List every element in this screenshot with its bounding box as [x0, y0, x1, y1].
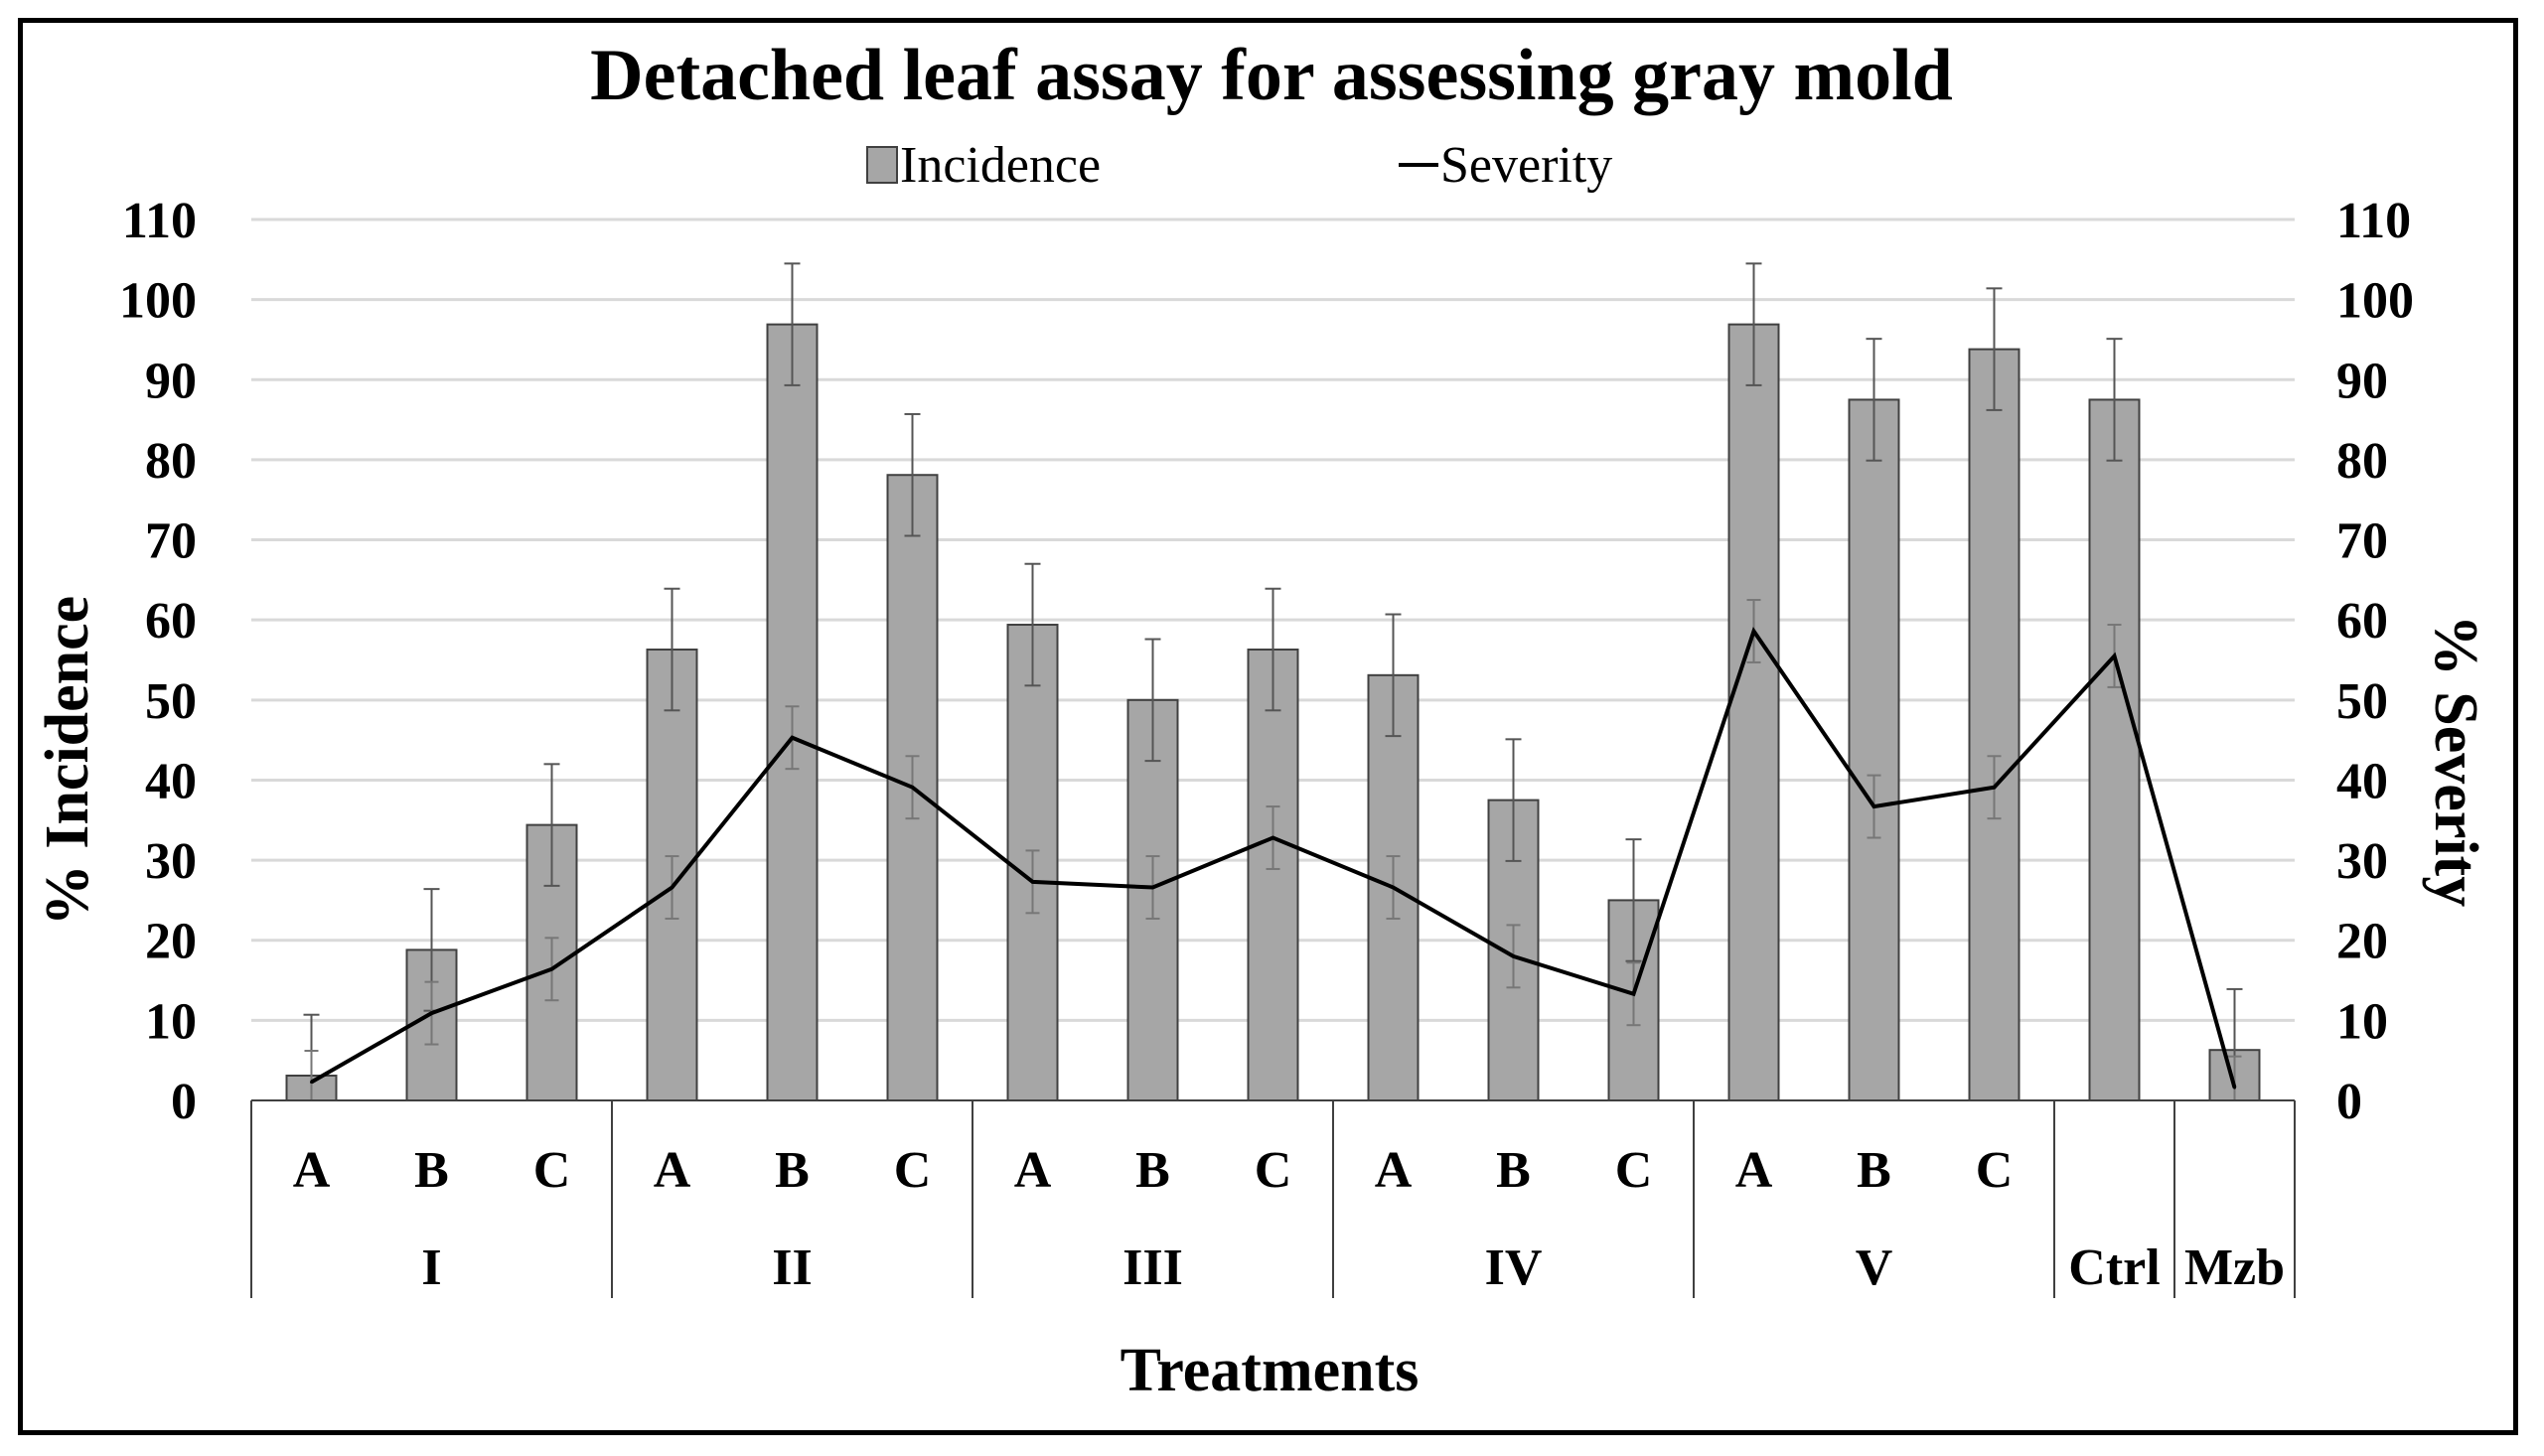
y-tick-label-left: 10 [145, 993, 197, 1050]
group-label: II [772, 1239, 812, 1296]
y-tick-label-left: 90 [145, 353, 197, 409]
severity-point [1993, 786, 1996, 790]
x-tick-label: B [775, 1142, 810, 1199]
group-label: III [1122, 1239, 1183, 1296]
severity-point [430, 1011, 433, 1015]
y-tick-label-left: 20 [145, 914, 197, 970]
y-tick-label-right: 50 [2336, 673, 2388, 730]
y-tick-label-right: 60 [2336, 593, 2388, 650]
y-tick-label-right: 10 [2336, 993, 2388, 1050]
incidence-bar [1968, 348, 2020, 1101]
x-tick-label: A [1375, 1142, 1413, 1199]
severity-point [1031, 880, 1034, 884]
y-tick-label-right: 30 [2336, 833, 2388, 890]
x-tick-label: C [533, 1142, 571, 1199]
group-label: V [1856, 1239, 1893, 1296]
severity-point [1752, 629, 1755, 633]
severity-point [550, 967, 553, 971]
y-axis-right: 0 10 20 30 40 50 60 70 80 90 100 110 [2336, 193, 2414, 1130]
y-tick-label-left: 70 [145, 513, 197, 570]
x-tick-label: A [293, 1142, 331, 1199]
severity-point [1872, 804, 1875, 808]
incidence-bar [1848, 398, 1900, 1101]
incidence-bar [1727, 323, 1780, 1102]
x-tick-label: C [1976, 1142, 2014, 1199]
y-tick-label-left: 110 [122, 193, 197, 249]
incidence-bar [2088, 398, 2141, 1101]
y-tick-label-left: 0 [171, 1074, 197, 1130]
y-axis-left-title: % Incidence [34, 596, 101, 926]
y-tick-label-left: 40 [145, 753, 197, 809]
group-label: Ctrl [2068, 1239, 2160, 1296]
x-tick-label: A [654, 1142, 691, 1199]
severity-point [671, 886, 673, 890]
y-tick-label-right: 40 [2336, 753, 2388, 809]
y-axis-left: 0 10 20 30 40 50 60 70 80 90 100 110 [119, 193, 197, 1130]
severity-point [1512, 954, 1515, 958]
x-tick-label: B [1135, 1142, 1170, 1199]
x-tick-label: A [1014, 1142, 1052, 1199]
x-tick-label: B [1496, 1142, 1531, 1199]
x-axis-title: Treatments [1121, 1337, 1420, 1404]
severity-point [1632, 992, 1635, 996]
legend-severity-label: Severity [1440, 137, 1612, 194]
severity-point [2233, 1086, 2236, 1090]
y-tick-label-right: 110 [2336, 193, 2411, 249]
chart-title: Detached leaf assay for assessing gray m… [590, 35, 1953, 116]
group-label: Mzb [2184, 1239, 2285, 1296]
x-tick-label: C [1255, 1142, 1292, 1199]
severity-point [791, 736, 794, 740]
y-tick-label-left: 60 [145, 593, 197, 650]
legend-incidence-label: Incidence [900, 137, 1101, 194]
y-tick-label-left: 100 [119, 273, 197, 330]
severity-point [1272, 836, 1274, 840]
severity-line [304, 599, 2242, 1101]
x-axis: A B C A B C A B C A B C A B CI II III IV V Ctrl Mzb [250, 1099, 2296, 1298]
y-tick-label-left: 30 [145, 833, 197, 890]
y-tick-label-left: 50 [145, 673, 197, 730]
severity-point [911, 786, 914, 790]
severity-point [1392, 886, 1395, 890]
x-tick-label: C [894, 1142, 932, 1199]
legend: Incidence Severity [866, 137, 1612, 194]
group-label: IV [1485, 1239, 1543, 1296]
severity-point [310, 1080, 313, 1084]
y-axis-right-title: % Severity [2422, 615, 2489, 907]
y-tick-label-right: 90 [2336, 353, 2388, 409]
y-tick-label-right: 70 [2336, 513, 2388, 570]
y-tick-label-left: 80 [145, 433, 197, 490]
y-tick-label-right: 0 [2336, 1074, 2362, 1130]
y-tick-label-right: 20 [2336, 914, 2388, 970]
incidence-bar [1247, 649, 1299, 1101]
incidence-bars [285, 323, 2261, 1102]
y-tick-label-right: 100 [2336, 273, 2414, 330]
legend-incidence-swatch [866, 146, 898, 184]
group-label: I [421, 1239, 441, 1296]
severity-point [1151, 886, 1154, 890]
y-tick-label-right: 80 [2336, 433, 2388, 490]
x-tick-label: C [1615, 1142, 1653, 1199]
x-tick-label: A [1735, 1142, 1773, 1199]
x-tick-label: B [414, 1142, 449, 1199]
x-tick-label: B [1857, 1142, 1891, 1199]
severity-point [2113, 654, 2116, 657]
